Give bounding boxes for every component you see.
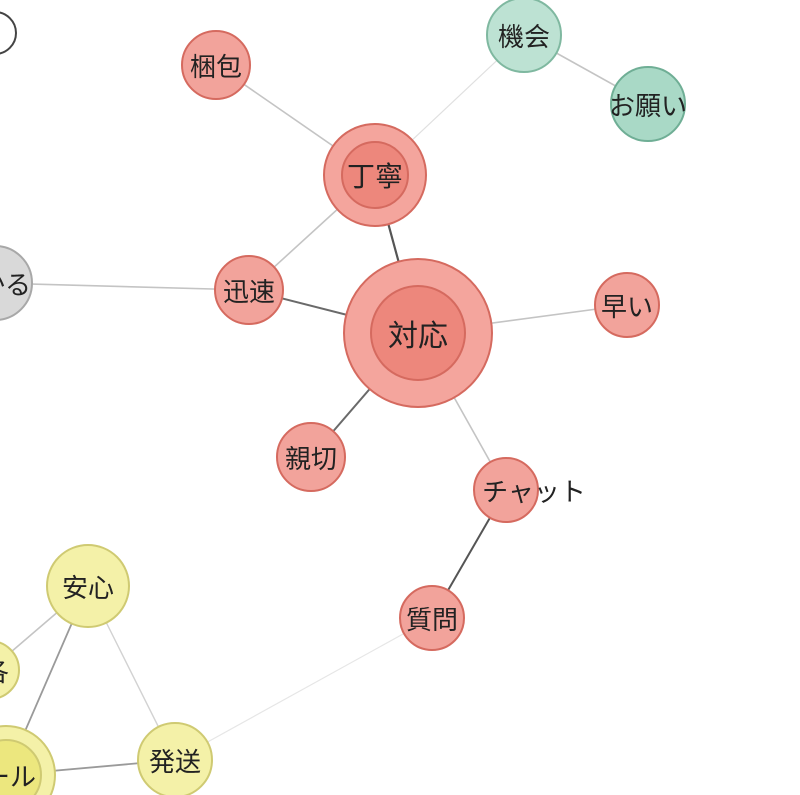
- node-inner-circle: [341, 141, 409, 209]
- node-outer-circle: [399, 585, 465, 651]
- node-kikai[interactable]: 機会: [486, 0, 562, 73]
- node-konpo[interactable]: 梱包: [181, 30, 251, 100]
- node-outer-circle: [0, 11, 17, 55]
- node-shitsumon[interactable]: 質問: [399, 585, 465, 651]
- node-outer-circle: [473, 457, 539, 523]
- node-shinsetsu[interactable]: 親切: [276, 422, 346, 492]
- node-hasso[interactable]: 発送: [137, 722, 213, 795]
- node-outer-circle: [0, 640, 20, 700]
- node-inner-circle: [370, 285, 466, 381]
- node-outer-circle: [214, 255, 284, 325]
- node-chat[interactable]: チャット: [473, 457, 539, 523]
- node-hayai[interactable]: 早い: [594, 272, 660, 338]
- node-jinsoku[interactable]: 迅速: [214, 255, 284, 325]
- node-outer-circle: [181, 30, 251, 100]
- node-outer-circle: [610, 66, 686, 142]
- node-karu[interactable]: かる: [0, 245, 33, 321]
- node-taio[interactable]: 対応: [343, 258, 493, 408]
- node-outer-circle: [0, 245, 33, 321]
- node-blackdot[interactable]: [0, 11, 17, 55]
- node-outer-circle: [137, 722, 213, 795]
- node-anshin[interactable]: 安心: [46, 544, 130, 628]
- node-outer-circle: [594, 272, 660, 338]
- network-graph: 対応 丁寧迅速親切 早いチャット質問 梱包 機会お願いかる安心発送 ール 各: [0, 0, 800, 795]
- node-outer-circle: [46, 544, 130, 628]
- node-mail[interactable]: ール: [0, 725, 56, 795]
- node-onegai[interactable]: お願い: [610, 66, 686, 142]
- node-outer-circle: [486, 0, 562, 73]
- edge: [175, 618, 432, 760]
- node-teinei[interactable]: 丁寧: [323, 123, 427, 227]
- node-raku[interactable]: 各: [0, 640, 20, 700]
- edge: [0, 283, 249, 290]
- node-outer-circle: [276, 422, 346, 492]
